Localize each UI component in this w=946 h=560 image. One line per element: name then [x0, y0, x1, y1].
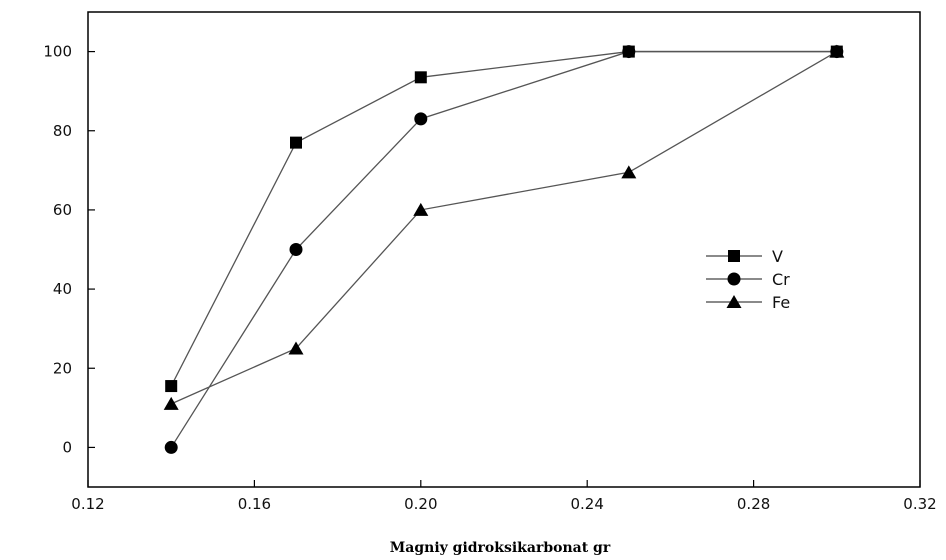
data-point-v — [414, 71, 427, 84]
data-point-fe — [621, 165, 637, 179]
legend-marker — [728, 250, 740, 262]
series-line-fe — [170, 51, 838, 405]
data-point-cr — [164, 440, 178, 454]
data-point-cr — [622, 45, 636, 59]
series-v — [165, 45, 843, 393]
y-tick-label: 60 — [53, 201, 72, 219]
legend-item-v: V — [706, 247, 783, 266]
y-tick-label: 0 — [62, 438, 72, 456]
series-cr — [164, 45, 844, 454]
x-tick-label: 0.20 — [404, 495, 437, 513]
legend-label: V — [772, 247, 783, 266]
legend: V Cr Fe — [706, 247, 790, 312]
legend-marker — [727, 272, 741, 286]
series-line-cr — [170, 50, 837, 448]
series-line-v — [170, 50, 837, 387]
legend-label: Fe — [772, 293, 790, 312]
data-point-v — [290, 136, 302, 149]
legend-item-fe: Fe — [706, 293, 790, 312]
plot-frame — [87, 11, 921, 488]
x-tick-label: 0.12 — [71, 495, 104, 513]
legend-label: Cr — [772, 270, 790, 289]
series-fe — [163, 44, 845, 410]
data-point-cr — [289, 243, 303, 256]
x-axis-title: Magniy gidroksikarbonat gr — [390, 540, 611, 556]
y-tick-label: 40 — [53, 280, 72, 298]
series-layer — [163, 44, 845, 454]
y-tick-label: 80 — [53, 122, 72, 140]
data-point-cr — [414, 112, 428, 126]
x-tick-label: 0.32 — [903, 495, 936, 513]
legend-marker — [726, 295, 742, 308]
data-point-fe — [413, 202, 429, 216]
legend-item-cr: Cr — [706, 270, 790, 289]
data-point-v — [165, 380, 178, 393]
x-tick-label: 0.28 — [737, 495, 770, 513]
x-tick-label: 0.24 — [570, 495, 603, 513]
data-point-fe — [163, 396, 179, 410]
y-tick-label: 100 — [43, 43, 72, 61]
data-point-fe — [288, 341, 304, 355]
y-axis: 0 20 40 60 80 100 — [43, 43, 95, 456]
y-tick-label: 20 — [53, 359, 72, 377]
x-axis: 0.12 0.16 0.20 0.24 0.28 0.32 — [71, 480, 937, 513]
data-point-fe — [829, 44, 845, 58]
x-tick-label: 0.16 — [238, 495, 271, 513]
